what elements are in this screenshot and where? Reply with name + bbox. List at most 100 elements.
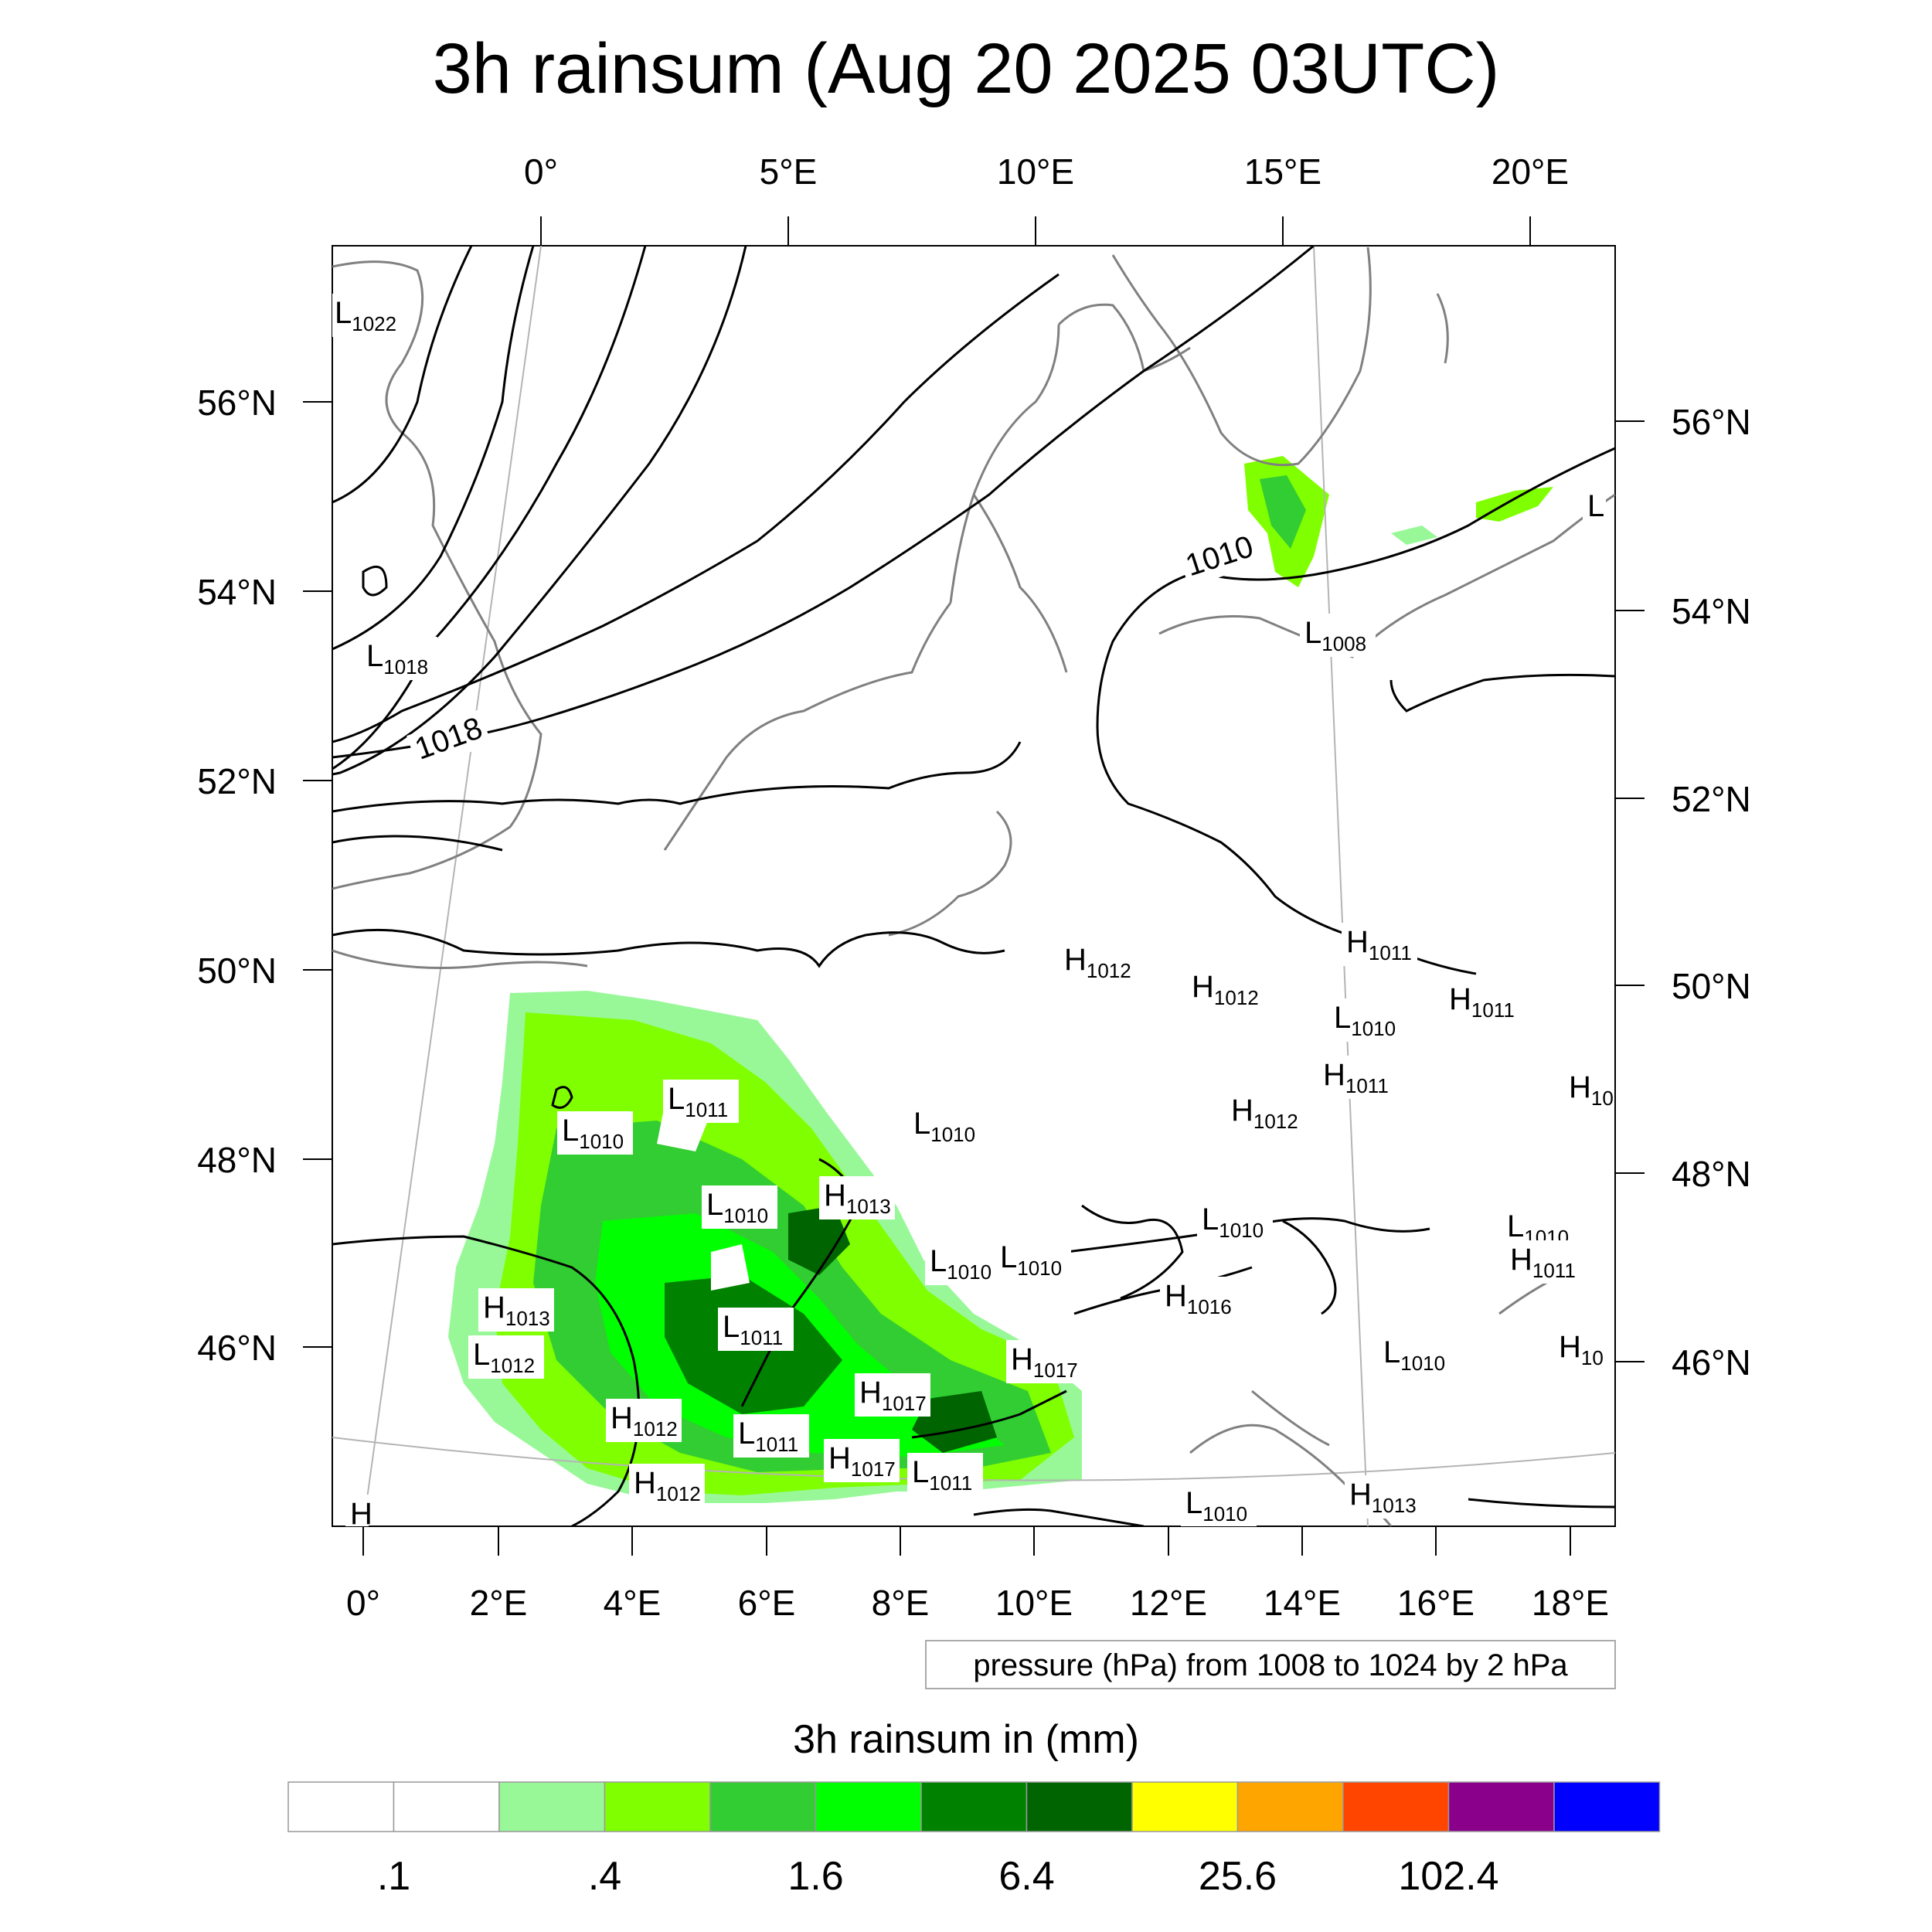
center-label-bg <box>1345 1475 1420 1519</box>
low-pressure-label: L1010 <box>702 1185 777 1229</box>
lat-label: 52°N <box>1672 779 1751 819</box>
high-pressure-label: H1016 <box>1160 1277 1236 1320</box>
center-label-bg <box>557 1111 633 1155</box>
center-label-bg <box>1318 1056 1394 1099</box>
lat-label: 50°N <box>1672 966 1751 1006</box>
low-pressure-label: L1018 <box>362 637 437 680</box>
high-pressure-label: H1012 <box>629 1464 705 1507</box>
center-label-bg <box>1006 1340 1082 1383</box>
center-label-bg <box>663 1080 739 1123</box>
center-label-bg <box>1181 1484 1257 1526</box>
isobars <box>332 246 1615 1526</box>
colorbar-label: 6.4 <box>998 1854 1054 1899</box>
low-pressure-label: L1010 <box>925 1242 1001 1285</box>
rain-area-max-2 <box>912 1391 997 1453</box>
center-label-bg <box>909 1104 985 1148</box>
center-label-bg <box>1226 1091 1302 1134</box>
right-latitude-labels: 56°N 54°N 52°N 50°N 48°N 46°N <box>1672 402 1751 1383</box>
center-label-bg <box>629 1464 705 1507</box>
center-label-bg <box>1444 980 1520 1023</box>
high-pressure-label: H1017 <box>855 1373 930 1417</box>
low-pressure-label: L1011 <box>733 1414 809 1458</box>
colorbar-box <box>287 1781 395 1832</box>
lat-label: 48°N <box>1672 1154 1751 1194</box>
top-longitude-labels: 0° 5°E 10°E 15°E 20°E <box>524 151 1569 192</box>
high-pressure-label: H1011 <box>1342 923 1417 966</box>
pressure-centers: L1022 L1018 L1008 L H1012 H1012 H1011 H1011 L101… <box>332 294 1614 1531</box>
center-label-bg <box>1187 968 1263 1011</box>
colorbar-label: .1 <box>377 1854 410 1899</box>
low-pressure-label: L1010 <box>1379 1333 1454 1376</box>
center-label-bg <box>478 1288 554 1332</box>
low-pressure-label: L1010 <box>909 1104 985 1148</box>
lon-label: 0° <box>346 1583 380 1623</box>
low-pressure-label: L <box>1583 487 1606 530</box>
low-pressure-label: L1010 <box>1181 1484 1257 1526</box>
contour-info-box: pressure (hPa) from 1008 to 1024 by 2 hP… <box>925 1640 1616 1689</box>
colorbar-box <box>498 1781 606 1832</box>
low-pressure-label: L1022 <box>332 294 406 337</box>
lon-label: 20°E <box>1492 151 1569 192</box>
rain-area-max <box>788 1206 850 1275</box>
colorbar-box <box>1026 1781 1133 1832</box>
lon-label: 12°E <box>1130 1583 1207 1623</box>
colorbar-title: 3h rainsum in (mm) <box>793 1717 1139 1762</box>
colorbar-label: 1.6 <box>787 1854 843 1899</box>
high-pressure-label: H1017 <box>1006 1340 1082 1383</box>
center-label-bg <box>606 1399 682 1442</box>
colorbar-boxes <box>287 1781 1661 1832</box>
center-label-bg <box>824 1439 900 1482</box>
center-label-bg <box>332 294 406 337</box>
high-pressure-label: H1013 <box>1345 1475 1420 1519</box>
colorbar-box <box>1131 1781 1239 1832</box>
low-pressure-label: L1010 <box>1329 998 1405 1042</box>
center-label-bg <box>907 1453 983 1496</box>
high-pressure-label: H <box>345 1495 372 1531</box>
center-label-bg <box>1554 1328 1604 1371</box>
high-pressure-label: H1012 <box>1226 1091 1302 1134</box>
lon-label: 4°E <box>604 1583 662 1623</box>
high-pressure-label: H1013 <box>478 1288 554 1332</box>
contour-info-text: pressure (hPa) from 1008 to 1024 by 2 hP… <box>973 1648 1568 1682</box>
lon-label: 14°E <box>1264 1583 1341 1623</box>
lon-label: 18°E <box>1532 1583 1609 1623</box>
center-label-text: L <box>1587 489 1604 523</box>
center-label-bg <box>702 1185 777 1229</box>
lat-label: 46°N <box>1672 1342 1751 1383</box>
high-pressure-label: H1012 <box>1060 940 1135 984</box>
lat-label: 46°N <box>197 1328 277 1368</box>
lat-label: 50°N <box>197 951 277 991</box>
center-label-bg <box>1564 1068 1614 1111</box>
lat-label: 48°N <box>197 1140 277 1180</box>
lat-label: 56°N <box>1672 402 1751 442</box>
lon-label: 10°E <box>997 151 1074 192</box>
high-pressure-label: H1011 <box>1318 1056 1394 1099</box>
low-pressure-label: L1010 <box>1197 1200 1273 1243</box>
center-label-bg <box>718 1308 794 1351</box>
center-label-text: H <box>350 1497 372 1531</box>
lat-label: 54°N <box>1672 591 1751 631</box>
low-pressure-label: L1010 <box>557 1111 633 1155</box>
colorbar-label: .4 <box>588 1854 621 1899</box>
rain-gap-2 <box>711 1244 750 1291</box>
colorbar-box <box>709 1781 817 1832</box>
lon-label: 16°E <box>1397 1583 1475 1623</box>
center-label-bg <box>1197 1200 1273 1243</box>
rain-cell-baltic-core <box>1260 475 1306 549</box>
isobar-label-bg <box>406 709 492 771</box>
lon-label: 2°E <box>470 1583 528 1623</box>
colorbar-box <box>1236 1781 1344 1832</box>
high-pressure-label: H1013 <box>819 1176 895 1219</box>
lon-label: 5°E <box>760 151 818 192</box>
tick-marks <box>303 216 1645 1556</box>
low-pressure-label: L1011 <box>718 1308 794 1351</box>
lon-label: 8°E <box>872 1583 930 1623</box>
colorbar: 3h rainsum in (mm) .1 .4 1.6 6.4 25.6 102.4 <box>287 1717 1661 1899</box>
colorbar-label: 25.6 <box>1199 1854 1277 1899</box>
colorbar-box <box>1553 1781 1661 1832</box>
rain-cell-small <box>1391 526 1437 545</box>
high-pressure-label: H10 <box>1564 1068 1614 1111</box>
high-pressure-label: H1011 <box>1444 980 1520 1023</box>
colorbar-box <box>1342 1781 1450 1832</box>
